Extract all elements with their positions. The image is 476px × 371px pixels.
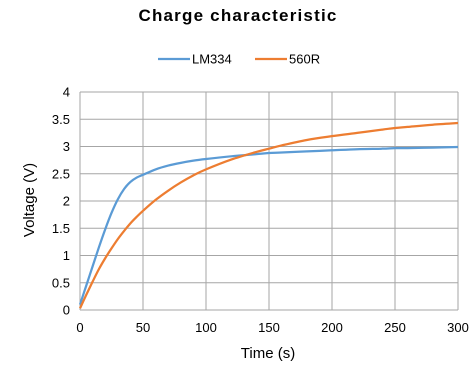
y-tick-label: 0 <box>63 303 70 318</box>
chart-title: Charge characteristic <box>138 6 338 25</box>
x-tick-label: 250 <box>384 320 406 335</box>
x-tick-label: 200 <box>321 320 343 335</box>
y-axis-title: Voltage (V) <box>21 163 38 237</box>
x-tick-label: 50 <box>136 320 150 335</box>
y-tick-labels: 0 0.5 1 1.5 2 2.5 3 3.5 4 <box>52 85 70 318</box>
x-tick-label: 100 <box>195 320 217 335</box>
y-tick-label: 2 <box>63 194 70 209</box>
y-tick-label: 2.5 <box>52 166 70 181</box>
y-tick-label: 0.5 <box>52 275 70 290</box>
legend-label-lm334: LM334 <box>192 52 232 67</box>
series-line-560r <box>78 121 459 309</box>
y-tick-label: 3 <box>63 139 70 154</box>
legend: LM334 560R <box>158 52 320 67</box>
y-tick-label: 1 <box>63 248 70 263</box>
x-tick-label: 300 <box>447 320 469 335</box>
series-lines <box>78 121 459 309</box>
y-tick-label: 4 <box>63 85 70 100</box>
x-tick-labels: 0 50 100 150 200 250 300 <box>76 320 468 335</box>
x-tick-label: 0 <box>76 320 83 335</box>
y-tick-label: 1.5 <box>52 221 70 236</box>
legend-label-560r: 560R <box>289 52 320 67</box>
x-tick-label: 150 <box>258 320 280 335</box>
x-axis-title: Time (s) <box>241 345 295 362</box>
series-line-lm334 <box>78 145 459 305</box>
grid <box>79 91 459 311</box>
y-tick-label: 3.5 <box>52 112 70 127</box>
